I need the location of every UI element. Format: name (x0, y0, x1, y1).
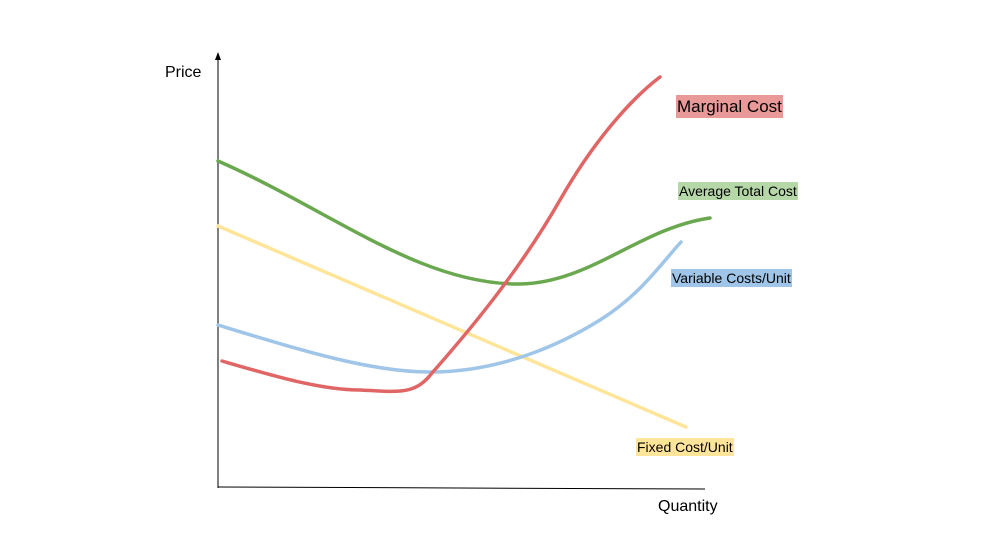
x-axis (217, 486, 706, 490)
y-axis-arrow (215, 52, 221, 60)
marginal-cost-label: Marginal Cost (676, 95, 783, 118)
x-axis-label: Quantity (658, 498, 718, 515)
fixed-cost-unit-label: Fixed Cost/Unit (636, 438, 734, 456)
average-total-cost-label: Average Total Cost (678, 182, 798, 200)
fixed-cost-unit-curve (216, 224, 688, 429)
variable-costs-unit-curve (216, 240, 683, 374)
marginal-cost-curve (220, 75, 662, 394)
variable-costs-unit-label: Variable Costs/Unit (671, 269, 792, 287)
average-total-cost-curve (216, 159, 712, 286)
y-axis-label: Price (165, 64, 202, 81)
